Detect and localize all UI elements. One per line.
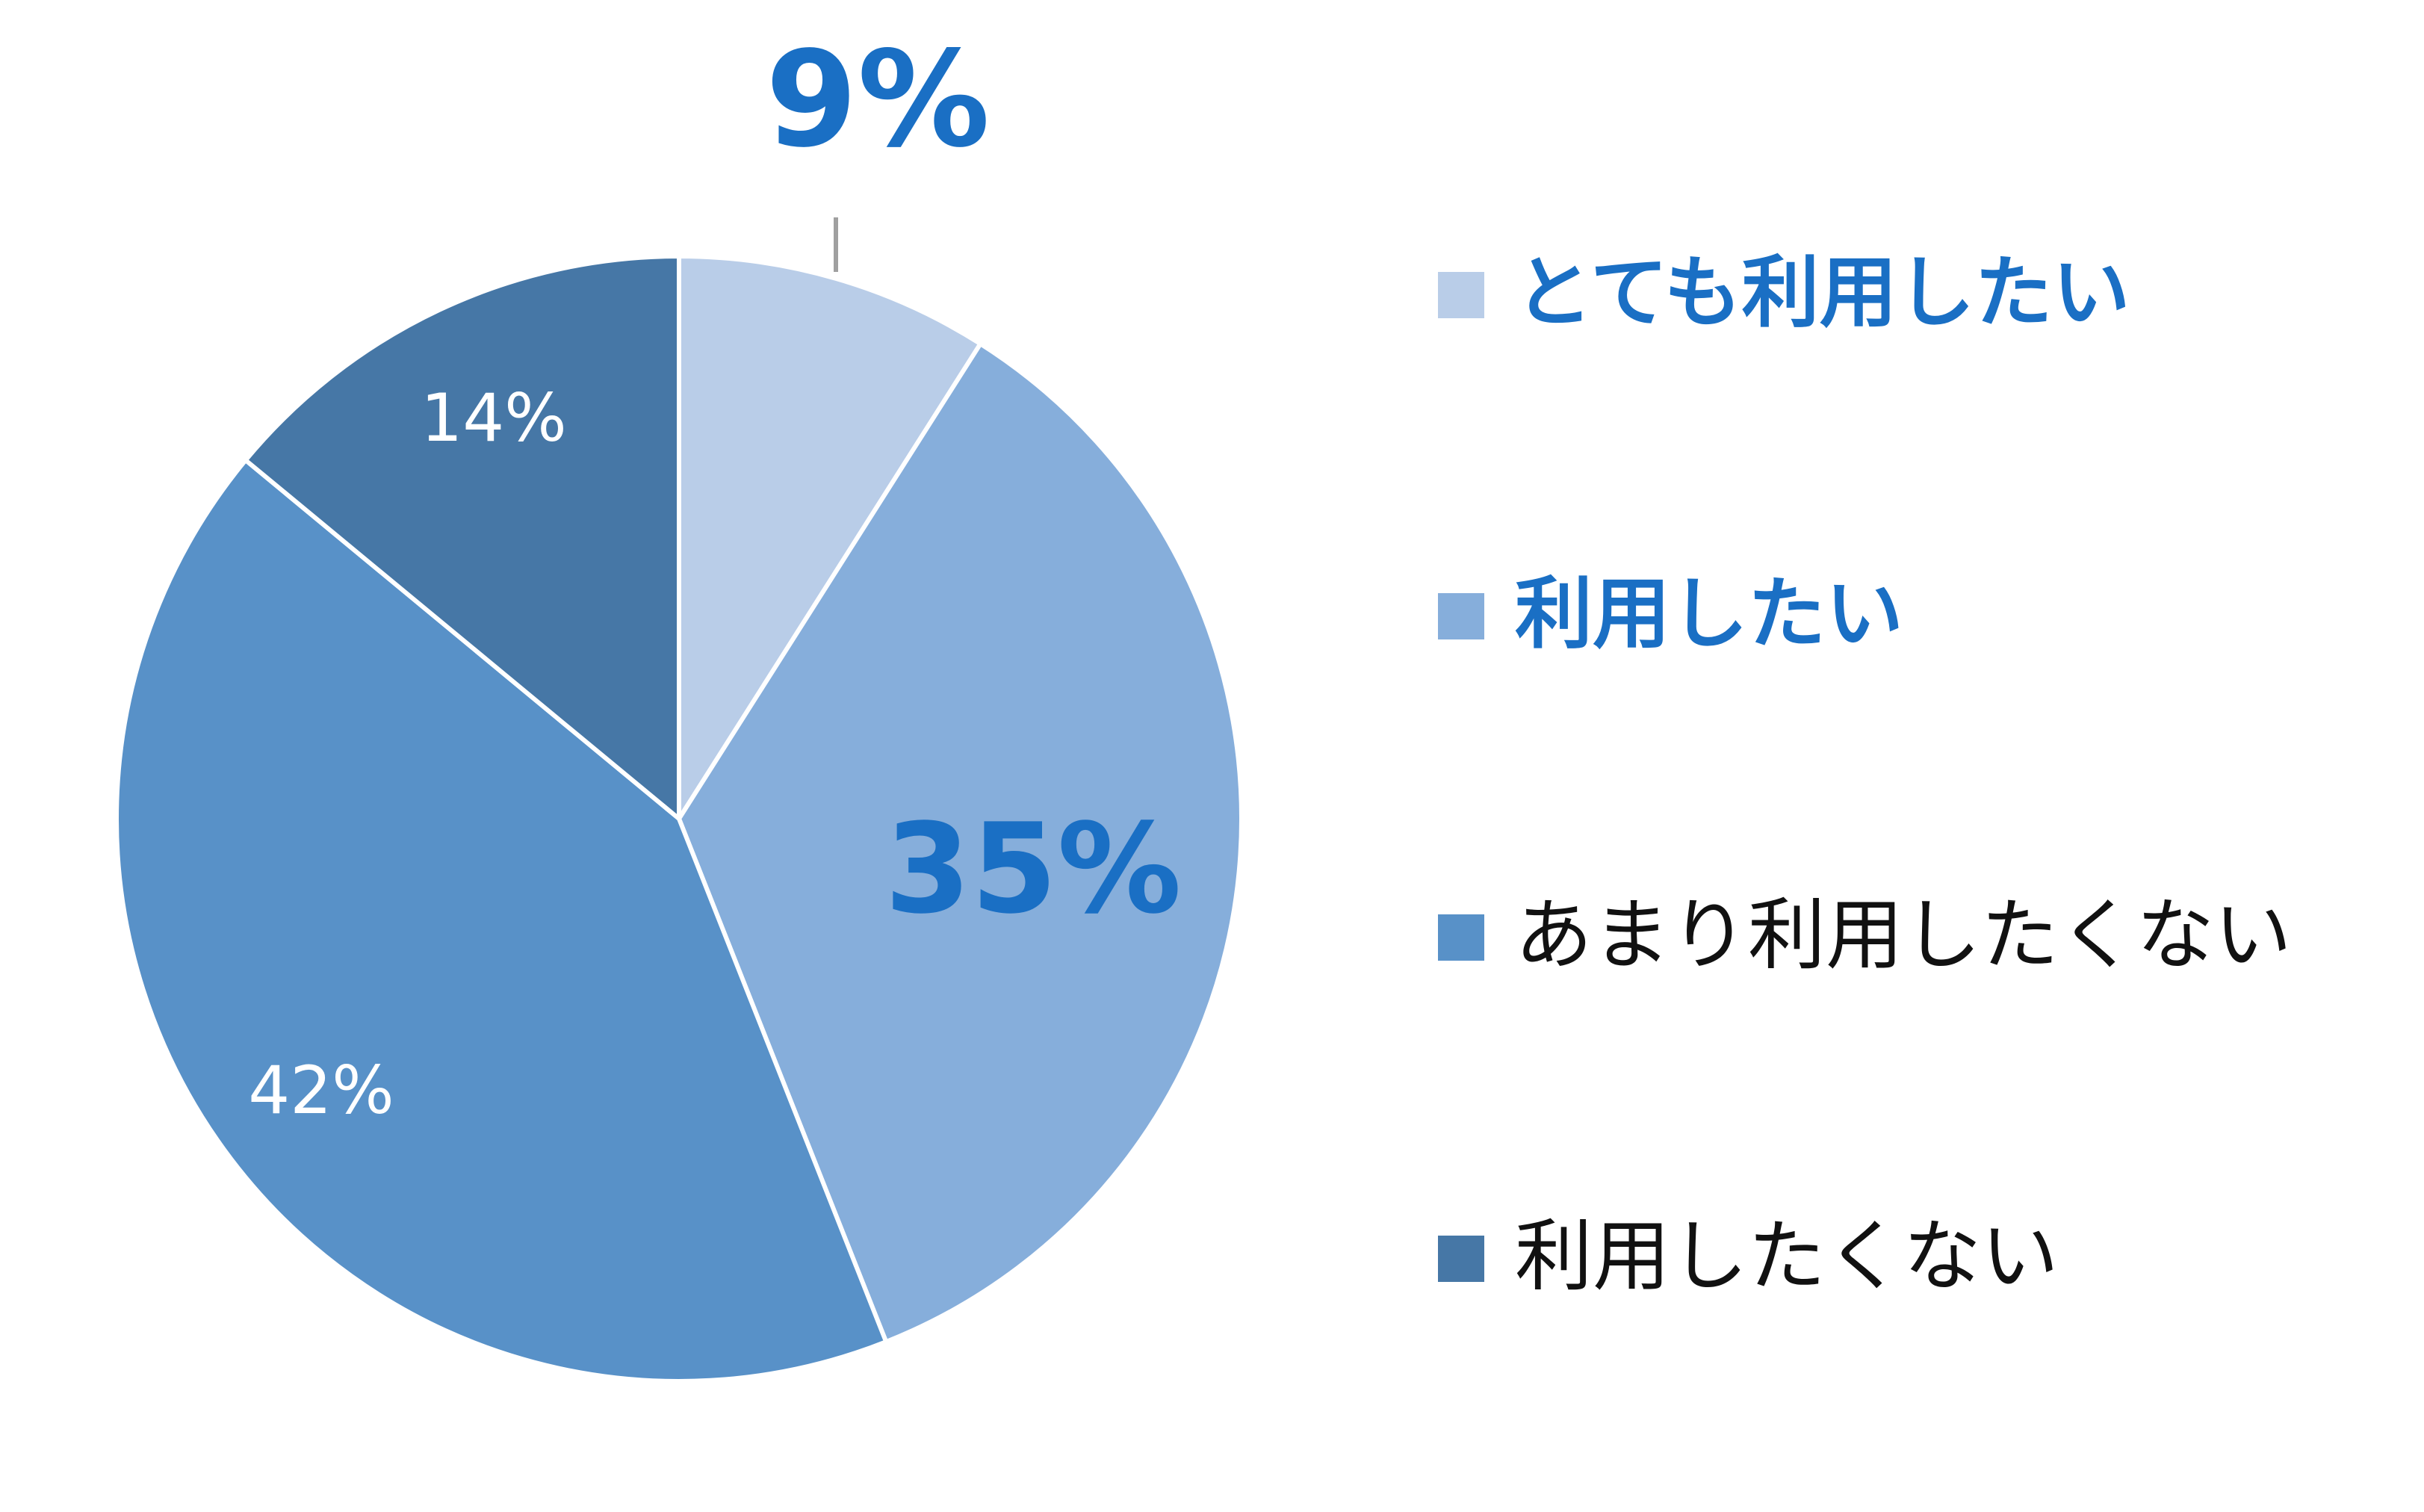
- legend-label: あまり利用したくない: [1515, 889, 2292, 980]
- data-label: 9%: [766, 22, 991, 176]
- legend-swatch: [1438, 593, 1484, 639]
- data-label: 14%: [421, 379, 567, 456]
- legend-label: とても利用したい: [1515, 247, 2130, 338]
- legend-swatch: [1438, 1236, 1484, 1282]
- pie-slice: [242, 253, 681, 824]
- data-label: 35%: [884, 797, 1181, 941]
- pie-slice: [114, 456, 890, 1384]
- pie-slice: [676, 341, 1244, 1345]
- legend-swatch: [1438, 272, 1484, 318]
- pie-slice: [677, 253, 984, 827]
- legend-label: 利用したい: [1515, 568, 1903, 659]
- legend-label: 利用したくない: [1515, 1210, 2059, 1301]
- data-label: 42%: [248, 1052, 394, 1129]
- legend-swatch: [1438, 914, 1484, 961]
